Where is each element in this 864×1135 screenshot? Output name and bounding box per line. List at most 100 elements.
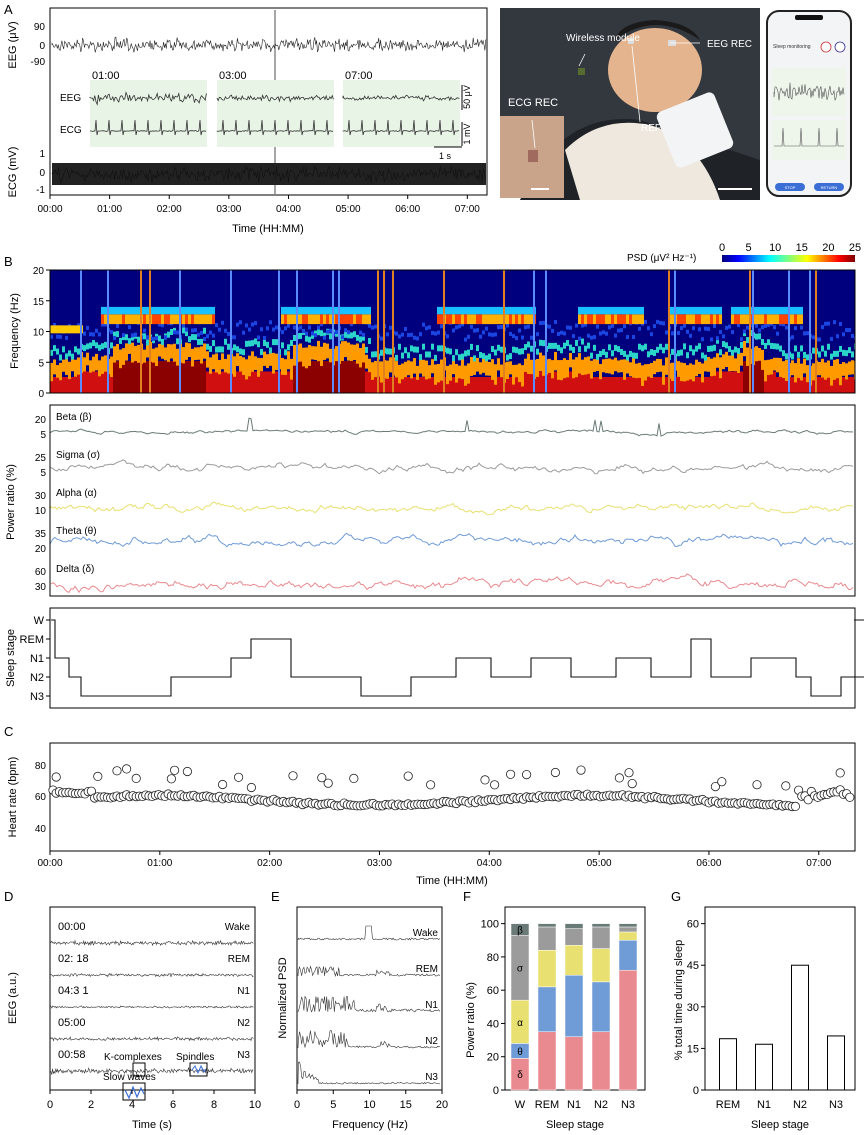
spec-cell: [719, 314, 722, 325]
spec-cell: [584, 314, 587, 325]
spec-cell: [620, 359, 623, 373]
bar-segment-REM-4: [537, 923, 557, 928]
spec-cell: [659, 377, 662, 393]
spec-cell: [713, 357, 716, 376]
spec-cell: [176, 330, 179, 335]
spec-cell: [521, 335, 524, 340]
spec-cell: [665, 357, 668, 375]
bar-segment-N1-0: [564, 1036, 584, 1091]
spec-cell: [596, 306, 599, 315]
phone-stop-button[interactable]: [775, 183, 805, 191]
spec-cell: [440, 359, 443, 381]
spec-cell: [53, 325, 56, 334]
spec-cell: [821, 345, 824, 352]
subject-photo: Wireless module EEG REC REF ECG REC: [500, 8, 760, 200]
y-tick-label: 15: [33, 297, 45, 308]
spec-cell: [323, 306, 326, 315]
spec-cell: [407, 360, 410, 376]
spec-cell: [785, 353, 788, 360]
spec-cell: [398, 343, 401, 350]
spec-cell: [473, 358, 476, 375]
row-stage-label: Wake: [225, 922, 251, 933]
spec-cell: [740, 371, 743, 393]
spec-cell: [86, 371, 89, 393]
spec-cell: [683, 363, 686, 382]
spec-cell: [797, 314, 800, 325]
spec-cell: [557, 360, 560, 380]
spec-cell: [713, 344, 716, 351]
spec-cell: [710, 345, 713, 352]
spec-cell: [89, 332, 92, 337]
spec-cell: [218, 359, 221, 375]
heart-rate-point: [717, 777, 727, 787]
spec-cell: [569, 344, 572, 351]
spec-cell: [362, 332, 365, 337]
spec-cell: [806, 331, 809, 336]
spec-cell: [314, 306, 317, 315]
spec-cell: [212, 333, 215, 338]
spec-cell: [374, 324, 377, 329]
spec-cell: [368, 314, 371, 325]
spec-cell: [209, 314, 212, 325]
spec-cell: [620, 314, 623, 325]
spec-cell: [368, 371, 371, 393]
spec-cell: [263, 371, 266, 393]
spec-cell: [356, 314, 359, 325]
ecg-axis-label: ECG (mV): [7, 147, 19, 198]
phone-return-button[interactable]: [814, 183, 844, 191]
spec-cell: [794, 377, 797, 393]
panel-d-x-label: Time (s): [132, 1119, 172, 1131]
row-time-label: 02: 18: [58, 953, 89, 965]
spec-cell: [272, 352, 275, 374]
panel-d-frame: [49, 906, 256, 1091]
spec-cell: [848, 377, 851, 393]
spec-cell: [116, 344, 119, 361]
heart-rate-points: [48, 764, 855, 812]
spec-cell: [629, 362, 632, 377]
spec-cell: [221, 320, 224, 325]
spec-cell: [650, 332, 653, 337]
spec-cell: [779, 357, 782, 377]
spec-cell: [605, 358, 608, 374]
spec-cell: [590, 360, 593, 379]
spec-cell: [632, 352, 635, 359]
spec-cell: [197, 314, 200, 325]
spec-cell: [578, 346, 581, 353]
spec-cell: [626, 306, 629, 315]
spec-cell: [284, 314, 287, 325]
spec-cell: [740, 306, 743, 315]
spec-cell: [506, 314, 509, 325]
spec-cell: [698, 361, 701, 374]
spec-cell: [635, 352, 638, 359]
spec-cell: [104, 306, 107, 315]
spec-cell: [614, 357, 617, 372]
spec-cell: [176, 306, 179, 315]
spec-cell: [512, 377, 515, 393]
spec-cell: [446, 306, 449, 315]
panel-letter-a: A: [4, 2, 13, 17]
spec-cell: [341, 306, 344, 315]
spec-cell: [800, 377, 803, 393]
x-tick-label: 0: [47, 1099, 53, 1111]
spec-cell: [188, 314, 191, 325]
spec-cell: [422, 377, 425, 393]
panel-e-x-axis: 0 5 10 15 20: [294, 1090, 448, 1111]
spec-cell: [98, 344, 101, 351]
band-name-label: Alpha (α): [56, 488, 97, 499]
spec-cell: [134, 314, 137, 325]
x-tick-label: 5: [330, 1099, 336, 1111]
phone-title: Sleep monitoring: [773, 44, 811, 50]
spec-cell: [59, 354, 62, 361]
spec-cell: [413, 377, 416, 393]
heart-rate-point: [835, 768, 845, 778]
spec-cell: [656, 358, 659, 373]
spec-cell: [461, 314, 464, 325]
spec-cell: [371, 362, 374, 380]
spec-cell: [257, 335, 260, 340]
spec-cell: [665, 343, 668, 350]
spec-cell: [311, 306, 314, 315]
spec-cell: [644, 377, 647, 393]
spec-cell: [623, 350, 626, 357]
